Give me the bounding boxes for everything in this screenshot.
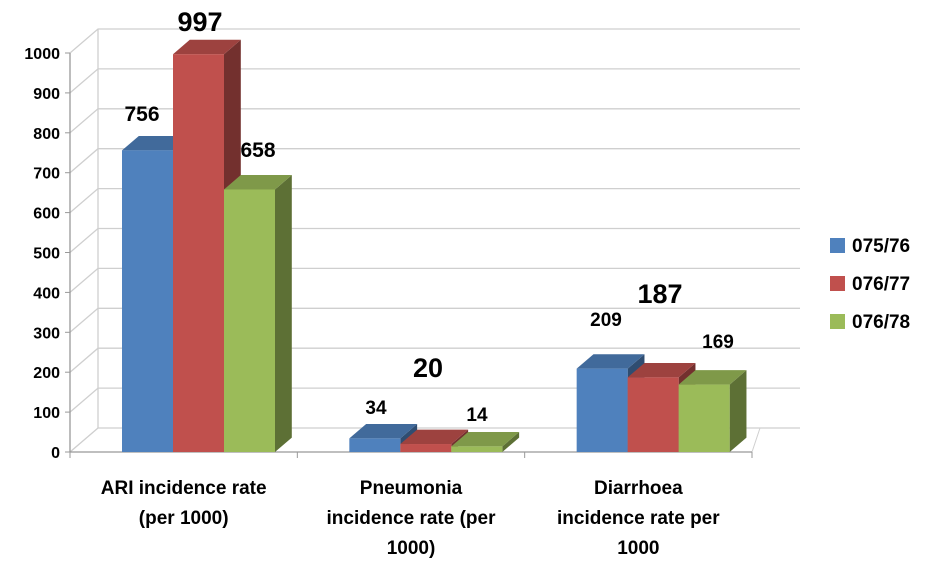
bar-front: [576, 368, 628, 452]
y-tick-label: 100: [33, 405, 60, 422]
bar-front: [349, 438, 401, 452]
bar-top: [451, 432, 520, 447]
legend-swatch: [830, 276, 845, 291]
data-label: 14: [466, 405, 488, 426]
x-category-label: Diarrhoea incidence rate per 1000: [557, 478, 720, 559]
data-label: 658: [240, 139, 275, 162]
bar-top: [122, 135, 190, 151]
bar-front: [400, 444, 452, 452]
x-category-label: ARI incidence rate (per 1000): [101, 478, 267, 529]
y-tick-label: 0: [51, 445, 60, 462]
bar-front: [122, 150, 173, 452]
bar-side: [729, 370, 747, 452]
bar-top: [576, 354, 645, 369]
bar-top: [400, 429, 469, 445]
y-tick-label: 700: [33, 166, 60, 183]
bar-front: [627, 377, 679, 452]
bar-076/78: [451, 432, 520, 452]
data-label: 34: [365, 398, 387, 419]
legend-swatch: [830, 238, 845, 253]
bar-side: [502, 432, 520, 452]
y-tick-label: 600: [33, 206, 60, 223]
y-tick-label: 800: [33, 126, 60, 143]
y-tick-label: 500: [33, 246, 60, 263]
bar-076/78: [678, 370, 747, 452]
x-category-label: Pneumonia incidence rate (per 1000): [327, 478, 497, 559]
bar-top: [627, 362, 696, 378]
data-label: 187: [637, 279, 682, 309]
bar-top: [678, 370, 747, 385]
y-tick-label: 200: [33, 365, 60, 382]
bar-front: [678, 384, 730, 452]
bar-076/78: [224, 175, 292, 453]
legend-label: 076/78: [852, 312, 910, 333]
legend-label: 076/77: [852, 274, 910, 295]
y-tick-label: 300: [33, 325, 60, 342]
bar-top: [224, 175, 292, 190]
y-tick-label: 1000: [24, 46, 60, 63]
legend-label: 075/76: [852, 236, 910, 257]
bar-front: [224, 189, 275, 452]
bar-front: [173, 54, 224, 453]
y-tick-label: 900: [33, 86, 60, 103]
bar-front: [451, 446, 503, 452]
bar-top: [349, 424, 418, 439]
data-label: 997: [177, 7, 222, 37]
y-tick-label: 400: [33, 285, 60, 302]
data-label: 20: [413, 353, 443, 383]
legend-swatch: [830, 314, 845, 329]
bar-top: [173, 39, 241, 55]
legend: 075/76 076/77 076/78: [830, 236, 910, 333]
bar-side: [275, 175, 292, 453]
data-label: 756: [124, 103, 159, 126]
data-label: 209: [590, 310, 622, 331]
data-label: 169: [702, 332, 734, 353]
